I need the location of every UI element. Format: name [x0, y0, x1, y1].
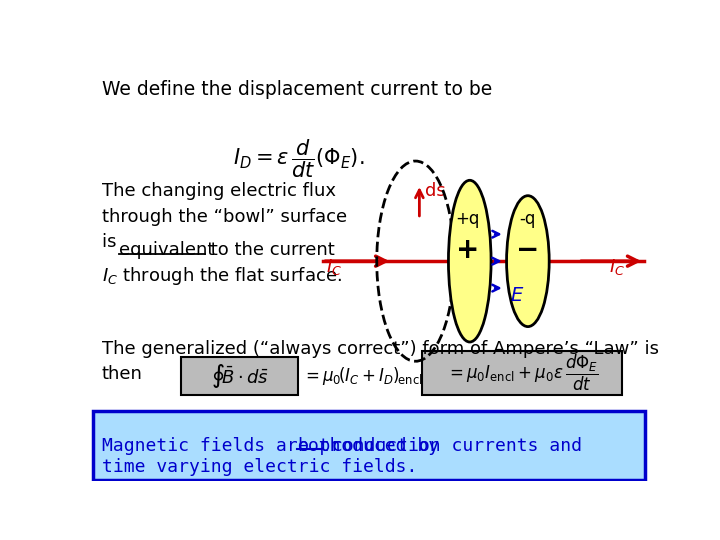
- Text: $I_C$: $I_C$: [326, 257, 343, 278]
- Text: $= \mu_0 I_{\mathrm{encl}} + \mu_0\varepsilon\,\dfrac{d\Phi_E}{dt}$: $= \mu_0 I_{\mathrm{encl}} + \mu_0\varep…: [446, 353, 598, 393]
- Text: E: E: [510, 286, 523, 305]
- Text: The changing electric flux
through the “bowl” surface
is: The changing electric flux through the “…: [102, 182, 347, 251]
- Text: The generalized (“always correct”) form of Ampere’s “Law” is
then: The generalized (“always correct”) form …: [102, 340, 659, 383]
- Text: both: both: [297, 437, 341, 455]
- Text: $= \mu_0\!\left(I_C + I_D\right)_{\!\mathrm{encl}}$: $= \mu_0\!\left(I_C + I_D\right)_{\!\mat…: [302, 365, 423, 387]
- Text: $\oint\!\bar{B}\cdot d\bar{s}$: $\oint\!\bar{B}\cdot d\bar{s}$: [211, 362, 269, 390]
- Text: to the current: to the current: [204, 241, 335, 259]
- Text: −: −: [516, 235, 539, 264]
- Text: +: +: [456, 235, 479, 264]
- Text: $I_C$ through the flat surface.: $I_C$ through the flat surface.: [102, 265, 341, 287]
- Text: We define the displacement current to be: We define the displacement current to be: [102, 80, 492, 99]
- FancyBboxPatch shape: [93, 410, 645, 480]
- Text: conduction currents and: conduction currents and: [321, 437, 582, 455]
- Ellipse shape: [507, 195, 549, 327]
- FancyBboxPatch shape: [181, 356, 299, 395]
- Ellipse shape: [449, 180, 491, 342]
- Text: time varying electric fields.: time varying electric fields.: [102, 457, 418, 476]
- Text: $I_C$: $I_C$: [609, 257, 626, 278]
- Text: ds: ds: [425, 182, 446, 200]
- FancyBboxPatch shape: [423, 351, 621, 395]
- Text: Magnetic fields are produced by: Magnetic fields are produced by: [102, 437, 451, 455]
- Text: $I_D = \varepsilon\,\dfrac{d}{dt}(\Phi_E).$: $I_D = \varepsilon\,\dfrac{d}{dt}(\Phi_E…: [233, 138, 365, 180]
- Text: -q: -q: [520, 210, 536, 228]
- Text: equivalent: equivalent: [120, 241, 215, 259]
- Text: +q: +q: [455, 210, 480, 228]
